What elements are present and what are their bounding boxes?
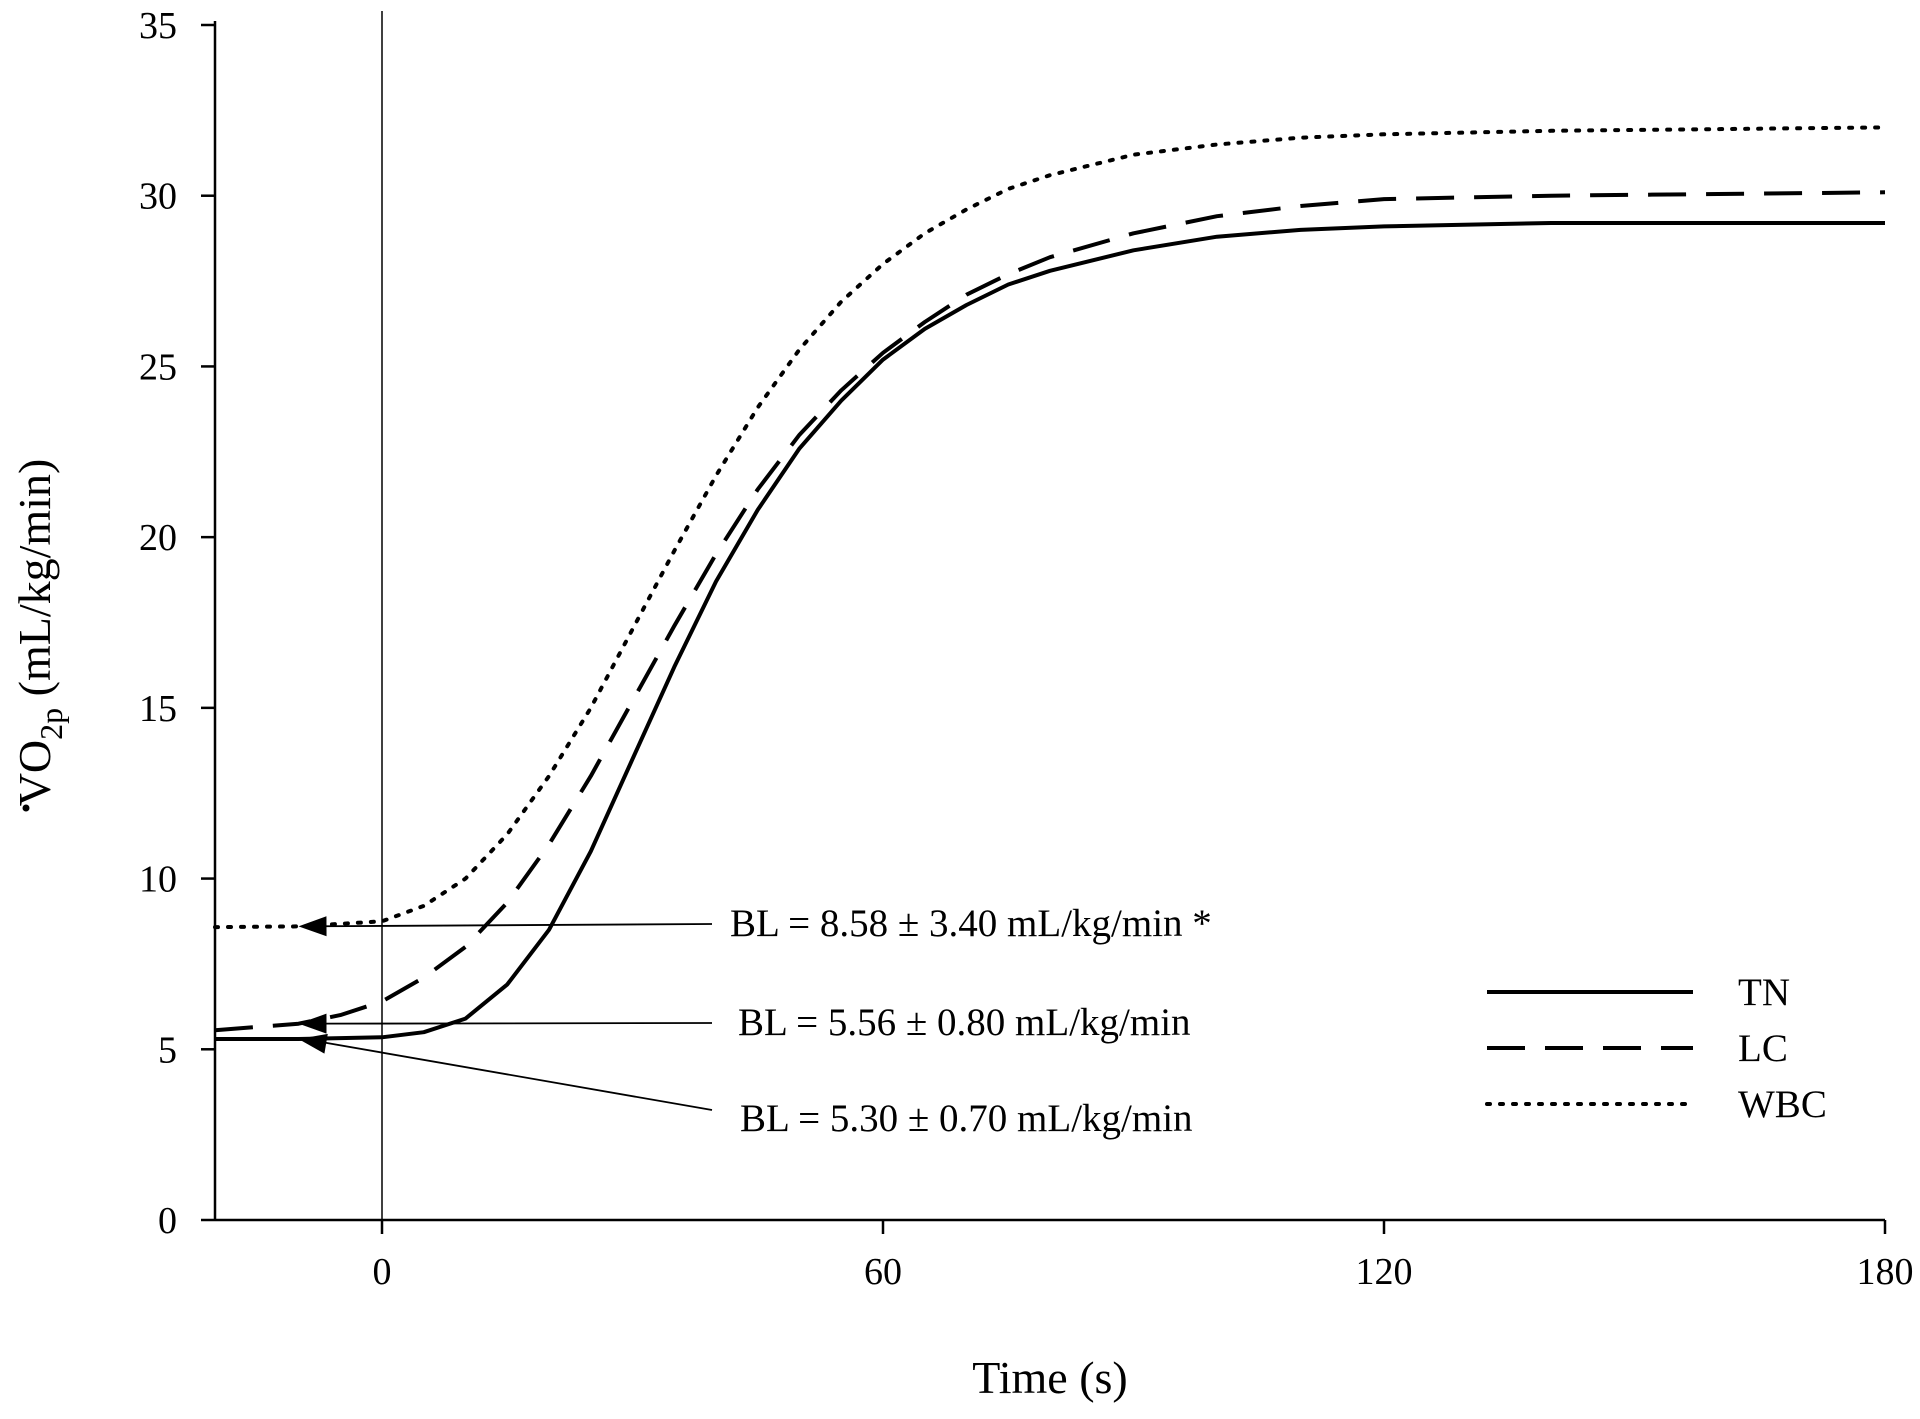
y-tick-label: 35 (139, 5, 177, 47)
x-tick-label: 120 (1356, 1251, 1413, 1293)
y-tick-label: 0 (158, 1200, 177, 1242)
x-axis-title: Time (s) (972, 1352, 1128, 1403)
x-tick-label: 180 (1857, 1251, 1914, 1293)
series-line-tn (215, 221, 1885, 1041)
y-axis-title: VO2p (mL/kg/min) (9, 459, 69, 807)
y-tick-label: 10 (139, 859, 177, 901)
annotation-arrowhead (298, 916, 327, 937)
x-tick-label: 60 (864, 1251, 902, 1293)
annotation-label: BL = 8.58 ± 3.40 mL/kg/min * (730, 902, 1212, 945)
y-tick-label: 25 (139, 346, 177, 388)
legend-label-lc: LC (1738, 1027, 1788, 1070)
y-tick-label: 15 (139, 688, 177, 730)
annotation-label: BL = 5.56 ± 0.80 mL/kg/min (738, 1001, 1191, 1044)
series-lines (213, 125, 1887, 1041)
series-line-lc (214, 190, 1886, 1033)
y-tick-label: 20 (139, 517, 177, 559)
y-axis-title-unit: (mL/kg/min) (9, 459, 60, 708)
legend-label-tn: TN (1738, 971, 1790, 1014)
axes: 0 5 10 15 20 25 30 35 0 60 120 180 Time (s) VO2p (mL/… (9, 5, 1914, 1403)
y-axis-title-main: VO (9, 740, 60, 806)
annotation-arrowhead (298, 1033, 328, 1054)
legend-label-wbc: WBC (1738, 1083, 1827, 1126)
annotations: BL = 8.58 ± 3.40 mL/kg/min * BL = 5.56 ± … (298, 902, 1212, 1140)
y-tick-label: 30 (139, 176, 177, 218)
y-axis-title-overdot (22, 804, 30, 812)
annotation-leader-line (320, 1022, 713, 1025)
y-tick-label: 5 (158, 1029, 177, 1071)
legend: TN LC WBC (1485, 971, 1827, 1126)
x-tick-label: 0 (373, 1251, 392, 1293)
series-line-wbc (213, 125, 1887, 930)
annotation-arrowhead (298, 1013, 327, 1034)
y-axis-title-subscript: 2p (33, 708, 69, 740)
annotation-leader-line (320, 1040, 713, 1111)
annotation-leader-line (320, 923, 713, 928)
annotation-label: BL = 5.30 ± 0.70 mL/kg/min (740, 1097, 1193, 1140)
